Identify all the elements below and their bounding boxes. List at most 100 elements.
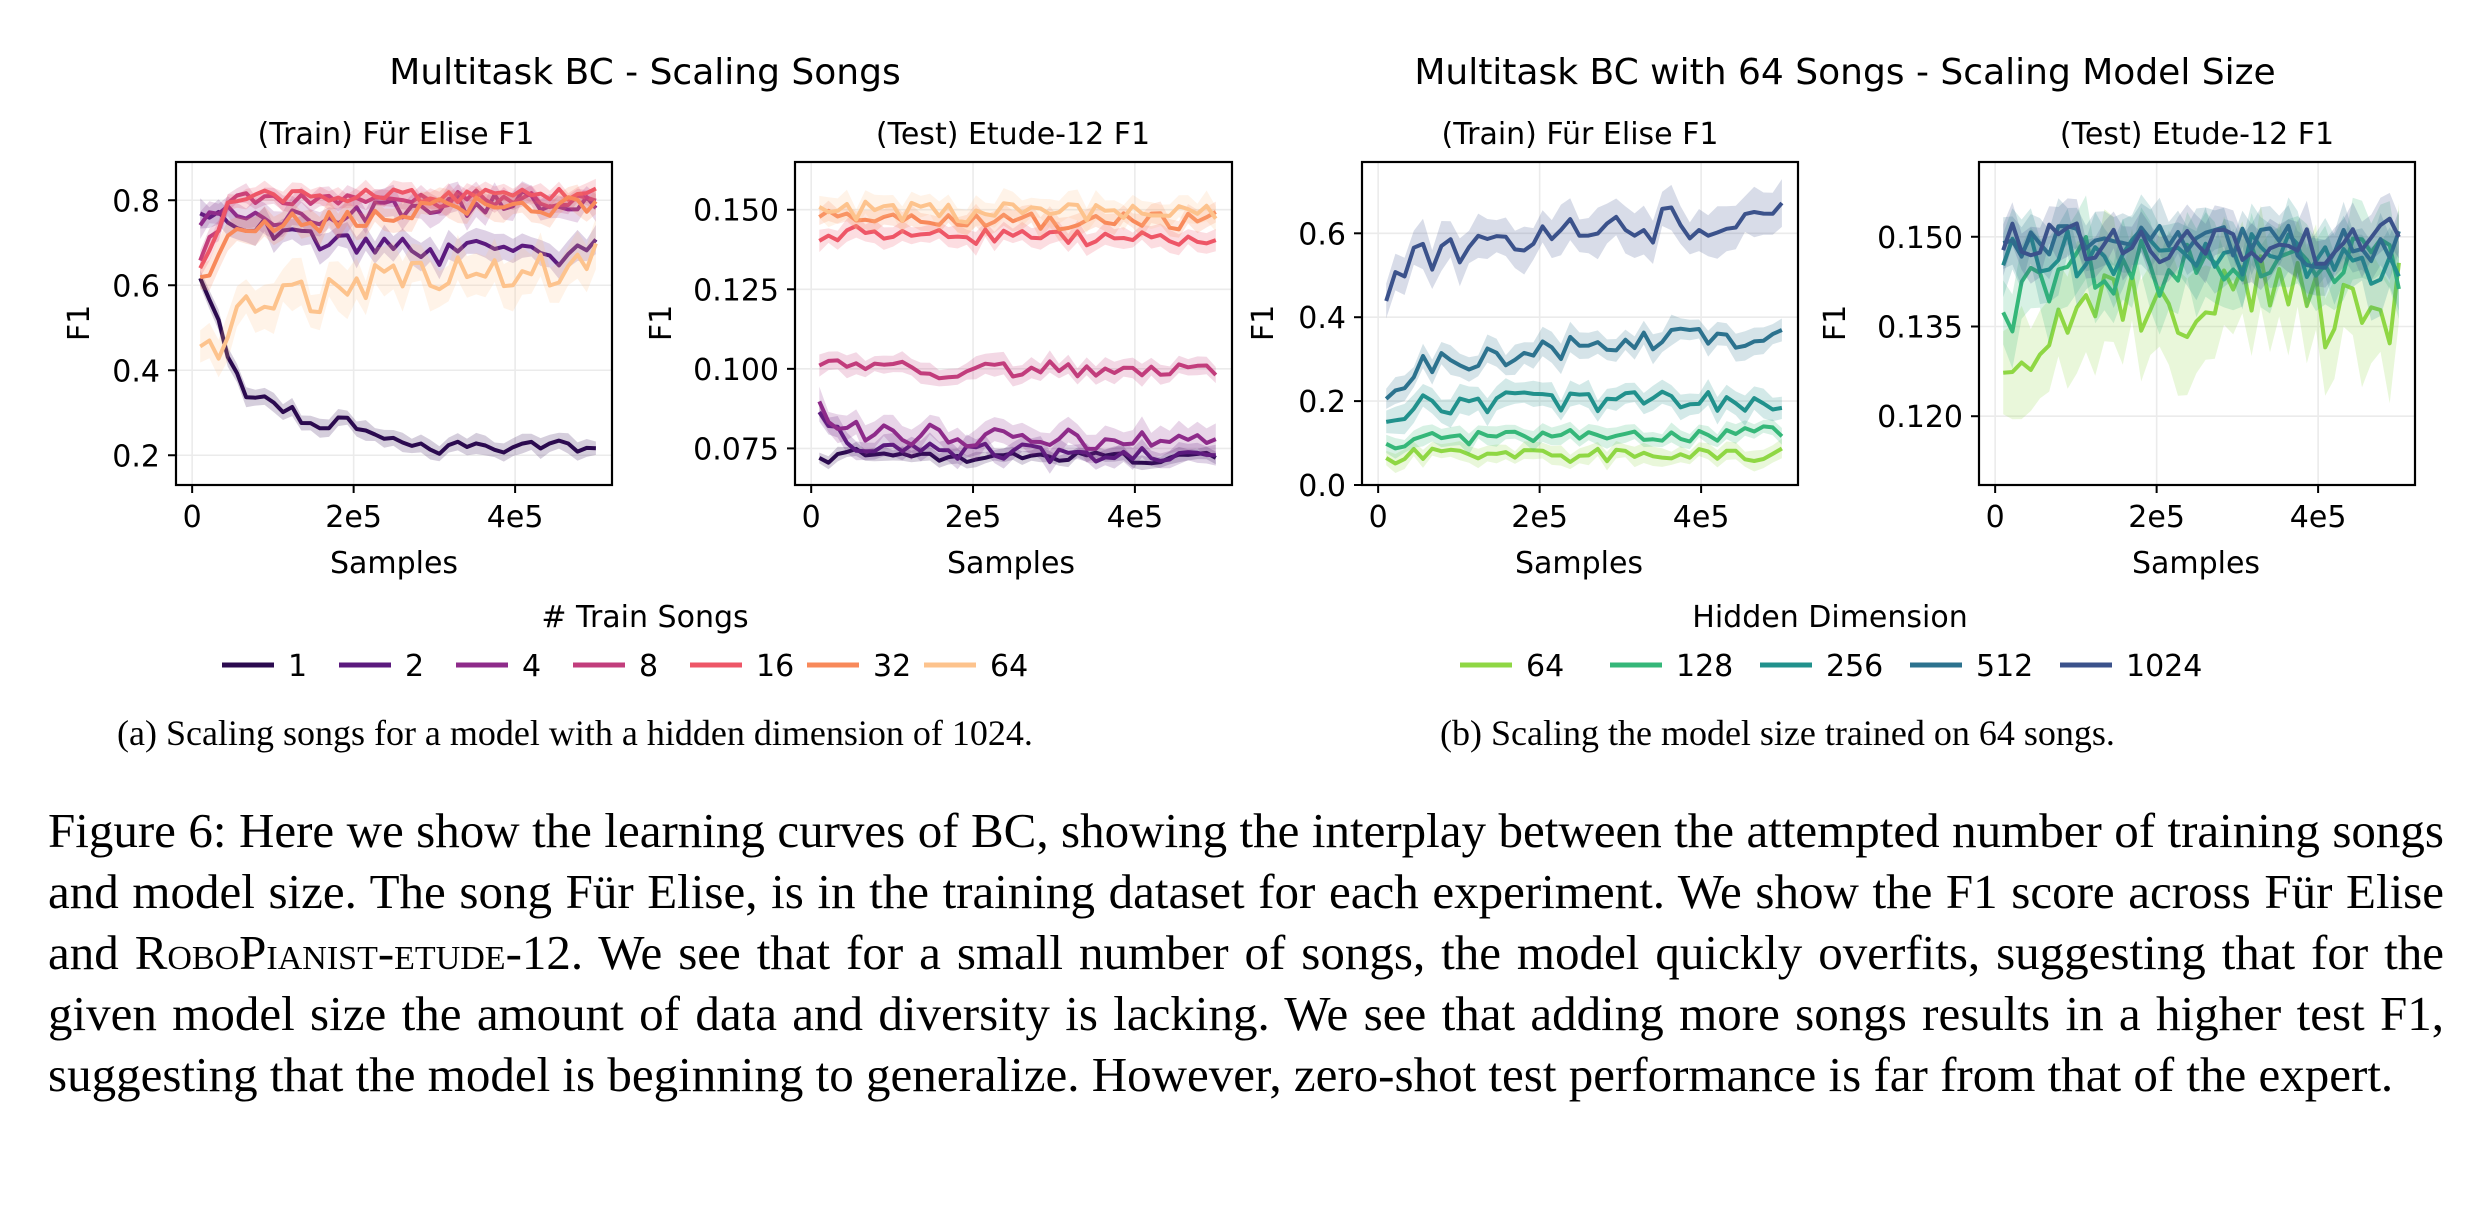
y-tick-label: 0.2 [1298, 385, 1346, 420]
confidence-band-16 [200, 178, 596, 278]
y-tick-label: 0.6 [112, 269, 160, 304]
series-line-128 [1385, 424, 1784, 451]
series-line-64 [199, 242, 598, 361]
series-layer [1384, 179, 1784, 473]
caption-text: Figure 6: Here we show the learning curv… [48, 803, 2444, 980]
legend-label-32: 32 [873, 649, 911, 684]
y-tick-label: 0.0 [1298, 469, 1346, 504]
x-tick-label: 0 [183, 500, 202, 535]
series-line-128 [2001, 235, 2401, 334]
y-axis-label: F1 [644, 305, 679, 341]
legend-title: Hidden Dimension [1692, 600, 1967, 635]
x-axis-label: Samples [947, 546, 1075, 581]
legend-label-256: 256 [1826, 649, 1883, 684]
x-tick-label: 4e5 [1107, 500, 1164, 535]
y-tick-label: 0.2 [112, 439, 160, 474]
legend-label-4: 4 [522, 649, 541, 684]
series-line-16 [818, 224, 1217, 248]
panel-a-train: (Train) Für Elise F1 0 2e5 4e5 0.2 0.4 0.6 0.8… [62, 117, 614, 581]
legend-label-128: 128 [1676, 649, 1733, 684]
benchmark-name: RoboPianist-etude-12 [134, 925, 571, 980]
legend-songs: # Train Songs 1 2 4 8 16 32 64 [222, 600, 1028, 684]
legend-label-8: 8 [639, 649, 658, 684]
x-tick-label: 0 [802, 500, 821, 535]
confidence-band-512 [1386, 314, 1782, 409]
series-layer [198, 178, 598, 462]
series-line-256 [1385, 389, 1783, 424]
x-tick-label: 0 [1369, 500, 1388, 535]
plot-frame [1977, 160, 2417, 487]
figure-caption: Figure 6: Here we show the learning curv… [48, 800, 2444, 1105]
plot-area: 0 2e5 4e5 0.075 0.100 0.125 0.150 [693, 160, 1234, 535]
figure-canvas: Multitask BC - Scaling Songs Multitask B… [62, 52, 2417, 684]
y-tick-label: 0.4 [112, 354, 160, 389]
legend-items: 1 2 4 8 16 32 64 [222, 649, 1028, 684]
y-tick-label: 0.100 [693, 353, 779, 388]
series-line-2 [817, 410, 1216, 465]
x-tick-label: 0 [1986, 500, 2005, 535]
legend-items: 64 128 256 512 1024 [1460, 649, 2202, 684]
legend-label-1024: 1024 [2126, 649, 2202, 684]
x-tick-label: 2e5 [1511, 500, 1568, 535]
series-line-16 [198, 186, 597, 270]
series-line-1 [818, 446, 1217, 466]
plot-area: 0 2e5 4e5 0.120 0.135 0.150 [1877, 160, 2417, 535]
x-tick-label: 4e5 [2290, 500, 2347, 535]
y-axis-label: F1 [62, 305, 97, 341]
series-line-64 [1385, 446, 1783, 466]
confidence-band-1024 [1386, 179, 1782, 319]
series-line-256 [2001, 227, 2401, 286]
y-tick-label: 0.075 [693, 432, 779, 467]
confidence-band-128 [1386, 419, 1782, 459]
series-line-512 [1384, 326, 1783, 401]
plot-area: 0 2e5 4e5 0.0 0.2 0.4 0.6 [1298, 160, 1800, 535]
series-layer [2001, 192, 2401, 420]
series-line-64 [818, 199, 1218, 225]
x-tick-label: 2e5 [2128, 500, 2185, 535]
series-line-32 [199, 195, 598, 280]
legend-label-64: 64 [1526, 649, 1564, 684]
confidence-band-2 [200, 198, 596, 280]
plot-frame [793, 160, 1234, 487]
series-line-64 [2003, 254, 2401, 375]
panel-title: (Test) Etude-12 F1 [876, 117, 1150, 152]
confidence-band-32 [200, 184, 596, 291]
y-tick-label: 0.150 [693, 194, 779, 229]
confidence-band-1 [200, 270, 596, 462]
legend-label-1: 1 [288, 649, 307, 684]
panel-title: (Test) Etude-12 F1 [2060, 117, 2334, 152]
confidence-band-64 [200, 217, 596, 378]
panel-b-test: (Test) Etude-12 F1 0 2e5 4e5 0.120 0.135 0.15… [1818, 117, 2417, 581]
plot-area: 0 2e5 4e5 0.2 0.4 0.6 0.8 [112, 160, 614, 535]
x-tick-label: 4e5 [487, 500, 544, 535]
y-tick-label: 0.8 [112, 184, 160, 219]
x-tick-label: 2e5 [945, 500, 1002, 535]
subcaption-a: (a) Scaling songs for a model with a hid… [117, 713, 1033, 753]
plot-frame [1360, 160, 1800, 487]
confidence-band-1024 [2003, 192, 2399, 291]
caption-text-continued: . We see that for a small number of song… [48, 925, 2444, 1102]
series-line-1024 [1384, 201, 1784, 302]
confidence-band-128 [2003, 195, 2399, 369]
confidence-band-4 [819, 386, 1216, 463]
panel-title: (Train) Für Elise F1 [257, 117, 534, 152]
confidence-band-8 [819, 350, 1216, 387]
x-axis-label: Samples [2132, 546, 2260, 581]
legend-hidden-dimension: Hidden Dimension 64 128 256 512 1024 [1460, 600, 2202, 684]
legend-label-16: 16 [756, 649, 794, 684]
series-line-8 [818, 358, 1218, 381]
legend-label-512: 512 [1976, 649, 2033, 684]
y-tick-label: 0.120 [1877, 400, 1963, 435]
legend-label-2: 2 [405, 649, 424, 684]
confidence-band-256 [1386, 378, 1782, 435]
legend-label-64: 64 [990, 649, 1028, 684]
x-axis-label: Samples [330, 546, 458, 581]
group-a-title: Multitask BC - Scaling Songs [389, 52, 900, 93]
x-tick-label: 2e5 [325, 500, 382, 535]
subcaption-b: (b) Scaling the model size trained on 64… [1440, 713, 2115, 753]
series-line-4 [817, 400, 1217, 451]
panel-b-train: (Train) Für Elise F1 0 2e5 4e5 0.0 0.2 0.4 0.6… [1246, 117, 1800, 581]
panel-title: (Train) Für Elise F1 [1441, 117, 1718, 152]
panel-a-test: (Test) Etude-12 F1 0 2e5 4e5 0.075 0.100 0.12… [644, 117, 1234, 581]
series-layer [817, 188, 1218, 474]
